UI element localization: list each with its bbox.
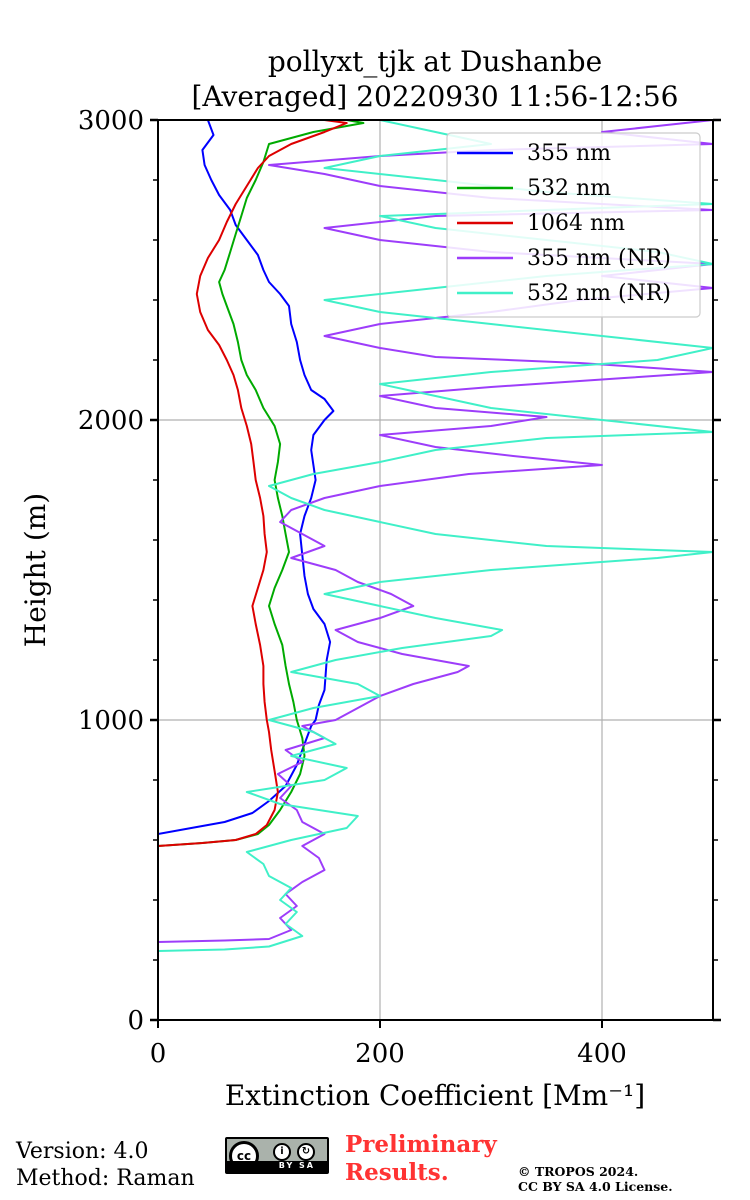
version-text: Version: 4.0 <box>16 1139 149 1164</box>
legend-label-2: 1064 nm <box>527 211 625 236</box>
y-tick-label-1: 1000 <box>78 706 144 736</box>
legend: 355 nm 532 nm 1064 nm 355 nm (NR) 532 nm (NR… <box>446 132 701 318</box>
legend-label-4: 532 nm (NR) <box>527 281 671 306</box>
y-tick-label-2: 2000 <box>78 406 144 436</box>
chart-title-line2: [Averaged] 20220930 11:56-12:56 <box>192 80 679 113</box>
copyright-notice: © TROPOS 2024. CC BY SA 4.0 License. <box>518 1164 673 1194</box>
copyright-line2: CC BY SA 4.0 License. <box>518 1179 673 1194</box>
legend-label-3: 355 nm (NR) <box>527 246 671 271</box>
x-tick-label-2: 400 <box>577 1039 627 1069</box>
chart-title-line1: pollyxt_tjk at Dushanbe <box>268 45 602 78</box>
legend-label-1: 532 nm <box>527 176 611 201</box>
copyright-line1: © TROPOS 2024. <box>518 1164 639 1179</box>
sa-icon: ↻ <box>297 1143 315 1161</box>
y-axis-label: Height (m) <box>19 493 52 647</box>
by-icon: i <box>273 1143 291 1161</box>
preliminary-line1: Preliminary <box>345 1131 497 1158</box>
method-text: Method: Raman <box>16 1166 195 1191</box>
series-line-2 <box>158 120 348 847</box>
x-tick-label-0: 0 <box>150 1039 167 1069</box>
preliminary-line2: Results. <box>345 1159 449 1186</box>
cc-by-sa-icon: cc i ↻ BY SA <box>225 1137 329 1174</box>
y-tick-label-3: 3000 <box>78 106 144 136</box>
series-line-0 <box>158 120 335 835</box>
cc-strip: BY SA <box>227 1161 327 1172</box>
x-tick-label-1: 200 <box>355 1039 405 1069</box>
x-axis-label: Extinction Coefficient [Mm⁻¹] <box>225 1079 645 1112</box>
extinction-profile-chart: pollyxt_tjk at Dushanbe [Averaged] 20220… <box>19 45 721 1112</box>
y-tick-label-0: 0 <box>127 1006 144 1036</box>
legend-box <box>446 132 701 318</box>
preliminary-results-notice: Preliminary Results. <box>345 1131 497 1187</box>
plot-frame <box>157 119 714 1021</box>
footer-info: Version: 4.0 Method: Raman <box>16 1138 195 1192</box>
legend-label-0: 355 nm <box>527 141 611 166</box>
axis-ticks: 0 200 400 0 1000 2000 3000 <box>78 106 721 1069</box>
